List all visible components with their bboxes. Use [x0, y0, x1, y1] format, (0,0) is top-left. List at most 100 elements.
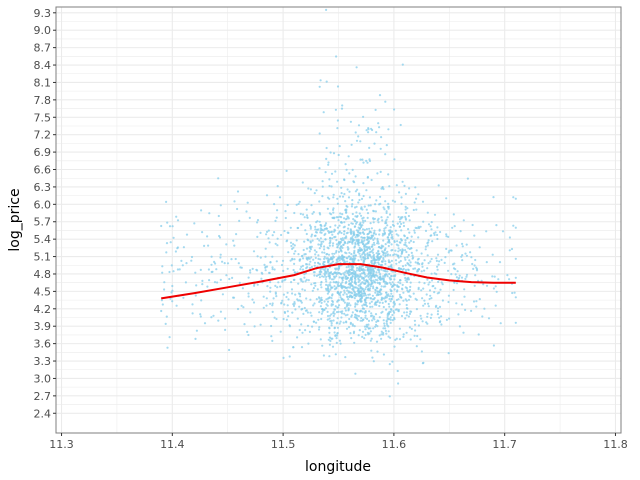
scatter-point	[265, 304, 268, 307]
scatter-point	[393, 275, 396, 278]
scatter-point	[430, 313, 433, 316]
scatter-point	[301, 268, 305, 271]
scatter-point	[436, 226, 439, 229]
scatter-point	[278, 196, 282, 199]
scatter-point	[398, 261, 401, 264]
scatter-point	[401, 63, 404, 66]
scatter-point	[224, 328, 227, 331]
scatter-point	[171, 225, 174, 228]
scatter-point	[319, 237, 322, 240]
scatter-point	[402, 221, 405, 224]
scatter-point	[405, 250, 408, 254]
scatter-point	[334, 108, 337, 111]
scatter-point	[343, 233, 346, 236]
scatter-point	[320, 280, 323, 284]
scatter-point	[203, 244, 206, 247]
scatter-point	[410, 327, 413, 330]
scatter-point	[334, 170, 337, 173]
scatter-point	[464, 252, 467, 255]
scatter-point	[166, 346, 169, 349]
scatter-point	[377, 217, 380, 220]
scatter-point	[331, 260, 334, 263]
scatter-point	[385, 221, 388, 225]
scatter-point	[377, 249, 380, 252]
scatter-point	[233, 244, 236, 247]
scatter-point	[372, 269, 375, 272]
scatter-point	[353, 246, 356, 249]
scatter-point	[384, 252, 387, 255]
scatter-point	[326, 300, 330, 303]
scatter-point	[391, 281, 394, 284]
scatter-point	[355, 222, 358, 225]
scatter-point	[335, 341, 338, 344]
scatter-point	[402, 224, 406, 228]
scatter-point	[335, 337, 338, 340]
scatter-point	[417, 257, 420, 260]
scatter-point	[364, 288, 367, 291]
scatter-point	[322, 111, 325, 114]
scatter-point	[386, 314, 389, 318]
scatter-point	[340, 192, 343, 195]
scatter-point	[404, 208, 407, 211]
scatter-point	[343, 307, 347, 310]
scatter-point	[376, 172, 379, 175]
scatter-point	[386, 316, 389, 320]
scatter-point	[369, 285, 372, 288]
scatter-point	[169, 297, 172, 300]
scatter-point	[365, 296, 368, 299]
scatter-point	[404, 264, 407, 267]
scatter-point	[376, 279, 379, 282]
scatter-point	[337, 310, 340, 313]
scatter-point	[357, 250, 360, 253]
scatter-point	[353, 291, 357, 294]
scatter-point	[343, 312, 346, 315]
scatter-point	[291, 292, 294, 295]
scatter-point	[176, 268, 179, 271]
scatter-point	[393, 200, 397, 203]
scatter-point	[199, 313, 202, 316]
scatter-point	[383, 229, 386, 232]
scatter-point	[274, 219, 277, 222]
scatter-point	[408, 264, 411, 267]
scatter-point	[328, 178, 331, 181]
scatter-point	[280, 233, 283, 237]
scatter-point	[317, 318, 320, 321]
scatter-point	[385, 308, 388, 311]
scatter-point	[355, 139, 359, 142]
scatter-point	[337, 257, 340, 260]
scatter-point	[382, 258, 385, 261]
scatter-point	[262, 295, 265, 298]
scatter-point	[316, 237, 319, 240]
scatter-point	[253, 325, 256, 328]
scatter-point	[338, 195, 342, 198]
scatter-point	[390, 297, 393, 301]
scatter-point	[360, 207, 363, 210]
scatter-point	[297, 202, 300, 205]
scatter-point	[384, 327, 387, 330]
scatter-point	[322, 240, 325, 243]
scatter-point	[344, 277, 347, 280]
scatter-point	[364, 314, 367, 317]
scatter-point	[370, 300, 373, 303]
scatter-point	[372, 360, 375, 363]
scatter-point	[458, 276, 461, 280]
scatter-point	[224, 317, 227, 320]
scatter-point	[382, 206, 385, 209]
scatter-point	[482, 283, 485, 286]
scatter-point	[402, 299, 405, 302]
scatter-point	[401, 250, 404, 253]
scatter-point	[372, 258, 375, 261]
scatter-point	[306, 238, 309, 241]
scatter-point	[362, 115, 365, 118]
scatter-point	[317, 261, 320, 264]
scatter-point	[426, 254, 429, 257]
scatter-point	[347, 248, 350, 251]
scatter-point	[371, 319, 374, 322]
scatter-point	[381, 186, 384, 189]
scatter-point	[420, 252, 423, 255]
scatter-point	[398, 191, 401, 194]
scatter-point	[333, 236, 336, 239]
scatter-point	[433, 213, 437, 216]
scatter-point	[372, 232, 375, 235]
scatter-point	[508, 236, 511, 239]
